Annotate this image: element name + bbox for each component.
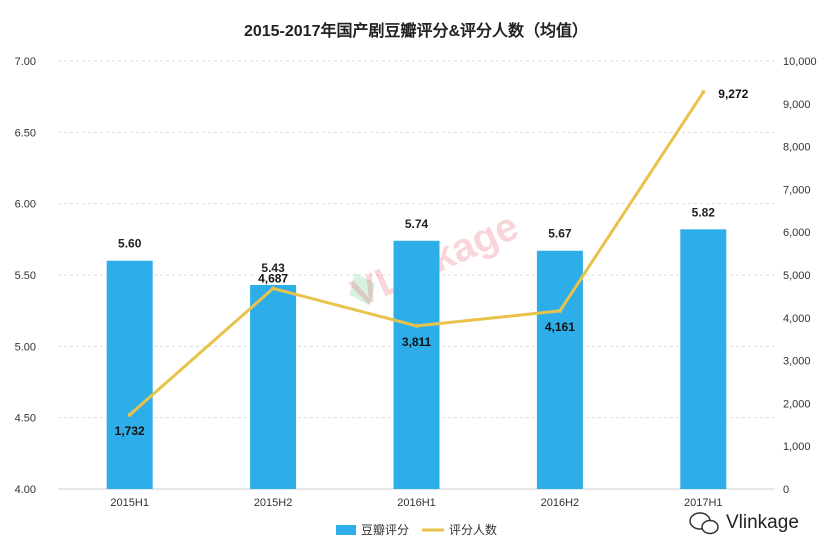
x-tick-label: 2017H1 <box>684 497 723 509</box>
y-left-tick-label: 6.00 <box>15 199 36 211</box>
chart-title: 2015-2017年国产剧豆瓣评分&评分人数（均值） <box>244 21 588 40</box>
line-point <box>557 308 562 313</box>
y-left-tick-label: 7.00 <box>15 56 36 68</box>
y-right-tick-label: 4,000 <box>783 313 811 325</box>
y-left-tick-label: 4.00 <box>15 484 36 496</box>
legend-label: 豆瓣评分 <box>361 523 409 537</box>
y-left-tick-label: 6.50 <box>15 127 36 139</box>
y-right-tick-label: 5,000 <box>783 270 811 282</box>
y-right-tick-label: 10,000 <box>783 56 817 68</box>
line-data-label: 1,732 <box>115 424 145 438</box>
bar <box>680 229 727 489</box>
line-point <box>127 412 132 417</box>
line-data-label: 4,687 <box>258 271 288 285</box>
line-series: 1,732 4,687 3,811 4,161 9,272 <box>115 87 749 438</box>
bar-data-label: 5.43 <box>261 261 285 275</box>
bar <box>536 250 583 489</box>
y-left-tick-label: 5.50 <box>15 270 36 282</box>
y-right-tick-label: 0 <box>783 484 789 496</box>
bar <box>250 284 297 489</box>
bar <box>393 240 440 489</box>
bar-data-label: 5.67 <box>548 227 572 241</box>
x-tick-label: 2015H1 <box>110 497 149 509</box>
bar-data-label: 5.74 <box>405 217 429 231</box>
y-right-tick-label: 1,000 <box>783 441 811 453</box>
y-right-tick-label: 8,000 <box>783 142 811 154</box>
line-point <box>414 323 419 328</box>
legend: 豆瓣评分 评分人数 <box>336 522 497 537</box>
legend-label: 评分人数 <box>449 522 497 537</box>
y-right-tick-label: 2,000 <box>783 398 811 410</box>
y-right-tick-label: 6,000 <box>783 227 811 239</box>
line-data-label: 4,161 <box>545 320 575 334</box>
line-point <box>701 90 706 95</box>
chat-bubble-icon-small <box>701 519 719 535</box>
y-left-tick-label: 4.50 <box>15 413 36 425</box>
x-tick-label: 2016H2 <box>541 497 580 509</box>
legend-swatch-bars <box>336 525 356 535</box>
line-data-label: 3,811 <box>402 335 432 349</box>
x-tick-label: 2015H2 <box>254 497 293 509</box>
footer-brand-text: Vlinkage <box>726 512 799 533</box>
y-right-tick-label: 9,000 <box>783 99 811 111</box>
footer-brand: Vlinkage <box>689 512 799 535</box>
line-point <box>271 286 276 291</box>
x-tick-label: 2016H1 <box>397 497 436 509</box>
bar-data-label: 5.60 <box>118 237 142 251</box>
y-left-tick-label: 5.00 <box>15 341 36 353</box>
line-data-label: 9,272 <box>718 87 748 101</box>
y-right-tick-label: 3,000 <box>783 356 811 368</box>
watermark-logo-icon <box>349 272 376 306</box>
bar-series: 5.60 5.43 5.74 5.67 5.82 <box>106 205 727 489</box>
bar-data-label: 5.82 <box>692 205 716 219</box>
bar <box>106 260 153 489</box>
axis-ticks: 4.00 4.50 5.00 5.50 6.00 6.50 7.00 0 1,000 2,000 3… <box>15 56 817 509</box>
y-right-tick-label: 7,000 <box>783 184 811 196</box>
